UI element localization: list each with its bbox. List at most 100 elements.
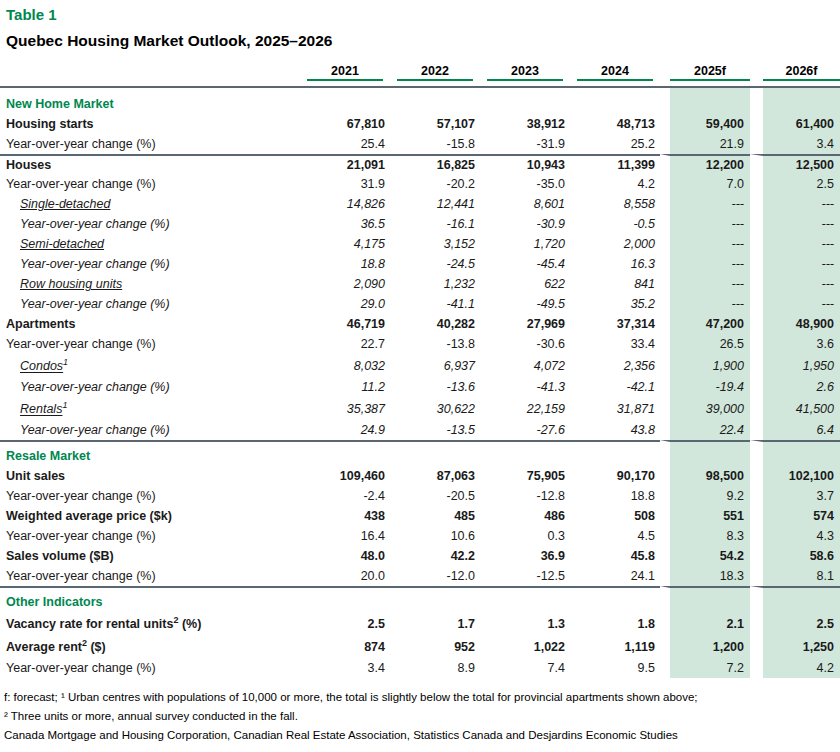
cell-2026f: 4.3 [750, 526, 840, 546]
row-label: Resale Market [0, 440, 300, 466]
table-row: Year-over-year change (%)18.8-24.5-45.41… [0, 254, 840, 274]
table-row: Vacancy rate for rental units2 (%)2.51.7… [0, 612, 840, 635]
cell-2021 [300, 88, 390, 114]
cell-2026f [750, 586, 840, 612]
cell-2021 [300, 586, 390, 612]
cell-2023: 27,969 [480, 314, 570, 334]
cell-2024: 2,356 [570, 354, 660, 377]
cell-2025f: --- [660, 254, 750, 274]
table-row: Rentals135,38730,62222,15931,87139,00041… [0, 397, 840, 420]
cell-2025f: --- [660, 234, 750, 254]
cell-2021: 14,826 [300, 194, 390, 214]
cell-2022 [390, 586, 480, 612]
cell-2022: 57,107 [390, 114, 480, 134]
cell-2025f: 12,200 [660, 154, 750, 174]
cell-2022: -13.5 [390, 420, 480, 440]
cell-2025f [660, 440, 750, 466]
cell-2022 [390, 88, 480, 114]
cell-2022: 10.6 [390, 526, 480, 546]
table-row: Average rent2 ($)8749521,0221,1191,2001,… [0, 635, 840, 658]
cell-2023: -27.6 [480, 420, 570, 440]
table-row: Year-over-year change (%)11.2-13.6-41.3-… [0, 377, 840, 397]
table-body: New Home MarketHousing starts67,81057,10… [0, 88, 840, 678]
cell-2021: 8,032 [300, 354, 390, 377]
cell-2023: 1,720 [480, 234, 570, 254]
cell-2024: 1,119 [570, 635, 660, 658]
cell-2024: 35.2 [570, 294, 660, 314]
row-label: Semi-detached [0, 234, 300, 254]
cell-2025f: --- [660, 274, 750, 294]
cell-2025f: 26.5 [660, 334, 750, 354]
cell-2025f: 18.3 [660, 566, 750, 586]
row-label: Year-over-year change (%) [0, 420, 300, 440]
cell-2024: 48,713 [570, 114, 660, 134]
table-row: Year-over-year change (%)31.9-20.2-35.04… [0, 174, 840, 194]
table-row: Sales volume ($B)48.042.236.945.854.258.… [0, 546, 840, 566]
row-label: Year-over-year change (%) [0, 134, 300, 154]
col-header-2023: 2023 [480, 58, 570, 88]
col-header-2026f: 2026f [750, 58, 840, 88]
table-number-label: Table 1 [0, 6, 840, 23]
cell-2023: -41.3 [480, 377, 570, 397]
row-label: Condos1 [0, 354, 300, 377]
cell-2026f: --- [750, 234, 840, 254]
row-label: Year-over-year change (%) [0, 486, 300, 506]
row-label: Year-over-year change (%) [0, 566, 300, 586]
cell-2025f: 8.3 [660, 526, 750, 546]
cell-2024: 25.2 [570, 134, 660, 154]
cell-2024: 4.2 [570, 174, 660, 194]
cell-2024: 508 [570, 506, 660, 526]
cell-2023: -31.9 [480, 134, 570, 154]
cell-2023: -45.4 [480, 254, 570, 274]
cell-2025f: 7.0 [660, 174, 750, 194]
cell-2026f: 1,250 [750, 635, 840, 658]
page-title: Quebec Housing Market Outlook, 2025–2026 [0, 32, 840, 50]
col-header-2025f: 2025f [660, 58, 750, 88]
cell-2025f: 22.4 [660, 420, 750, 440]
cell-2023: -12.5 [480, 566, 570, 586]
cell-2026f: 2.5 [750, 174, 840, 194]
cell-2023 [480, 88, 570, 114]
row-label: Year-over-year change (%) [0, 174, 300, 194]
row-label: Year-over-year change (%) [0, 377, 300, 397]
col-header-2022: 2022 [390, 58, 480, 88]
cell-2026f: --- [750, 194, 840, 214]
cell-2025f [660, 586, 750, 612]
col-header-2021: 2021 [300, 58, 390, 88]
row-label: Year-over-year change (%) [0, 294, 300, 314]
cell-2022: -13.6 [390, 377, 480, 397]
table-row: Houses21,09116,82510,94311,39912,20012,5… [0, 154, 840, 174]
row-label: Average rent2 ($) [0, 635, 300, 658]
cell-2024 [570, 586, 660, 612]
cell-2023: -35.0 [480, 174, 570, 194]
cell-2022: -13.8 [390, 334, 480, 354]
table-row: Year-over-year change (%)25.4-15.8-31.92… [0, 134, 840, 154]
cell-2024: 4.5 [570, 526, 660, 546]
cell-2022: 40,282 [390, 314, 480, 334]
cell-2022: 6,937 [390, 354, 480, 377]
section-header-row: New Home Market [0, 88, 840, 114]
cell-2023 [480, 586, 570, 612]
cell-2025f: 2.1 [660, 612, 750, 635]
cell-2022: 952 [390, 635, 480, 658]
row-label: Apartments [0, 314, 300, 334]
cell-2022: 87,063 [390, 466, 480, 486]
cell-2023: 8,601 [480, 194, 570, 214]
cell-2023: -30.6 [480, 334, 570, 354]
cell-2025f [660, 88, 750, 114]
section-header-row: Other Indicators [0, 586, 840, 612]
cell-2022: 1,232 [390, 274, 480, 294]
row-label: Rentals1 [0, 397, 300, 420]
cell-2026f [750, 88, 840, 114]
cell-2025f: -19.4 [660, 377, 750, 397]
cell-2026f: --- [750, 274, 840, 294]
cell-2026f: 61,400 [750, 114, 840, 134]
row-label: Housing starts [0, 114, 300, 134]
cell-2025f: --- [660, 294, 750, 314]
cell-2025f: 1,200 [660, 635, 750, 658]
cell-2025f: --- [660, 214, 750, 234]
cell-2025f: 21.9 [660, 134, 750, 154]
row-label: Year-over-year change (%) [0, 526, 300, 546]
cell-2022: -20.5 [390, 486, 480, 506]
table-row: Apartments46,71940,28227,96937,31447,200… [0, 314, 840, 334]
